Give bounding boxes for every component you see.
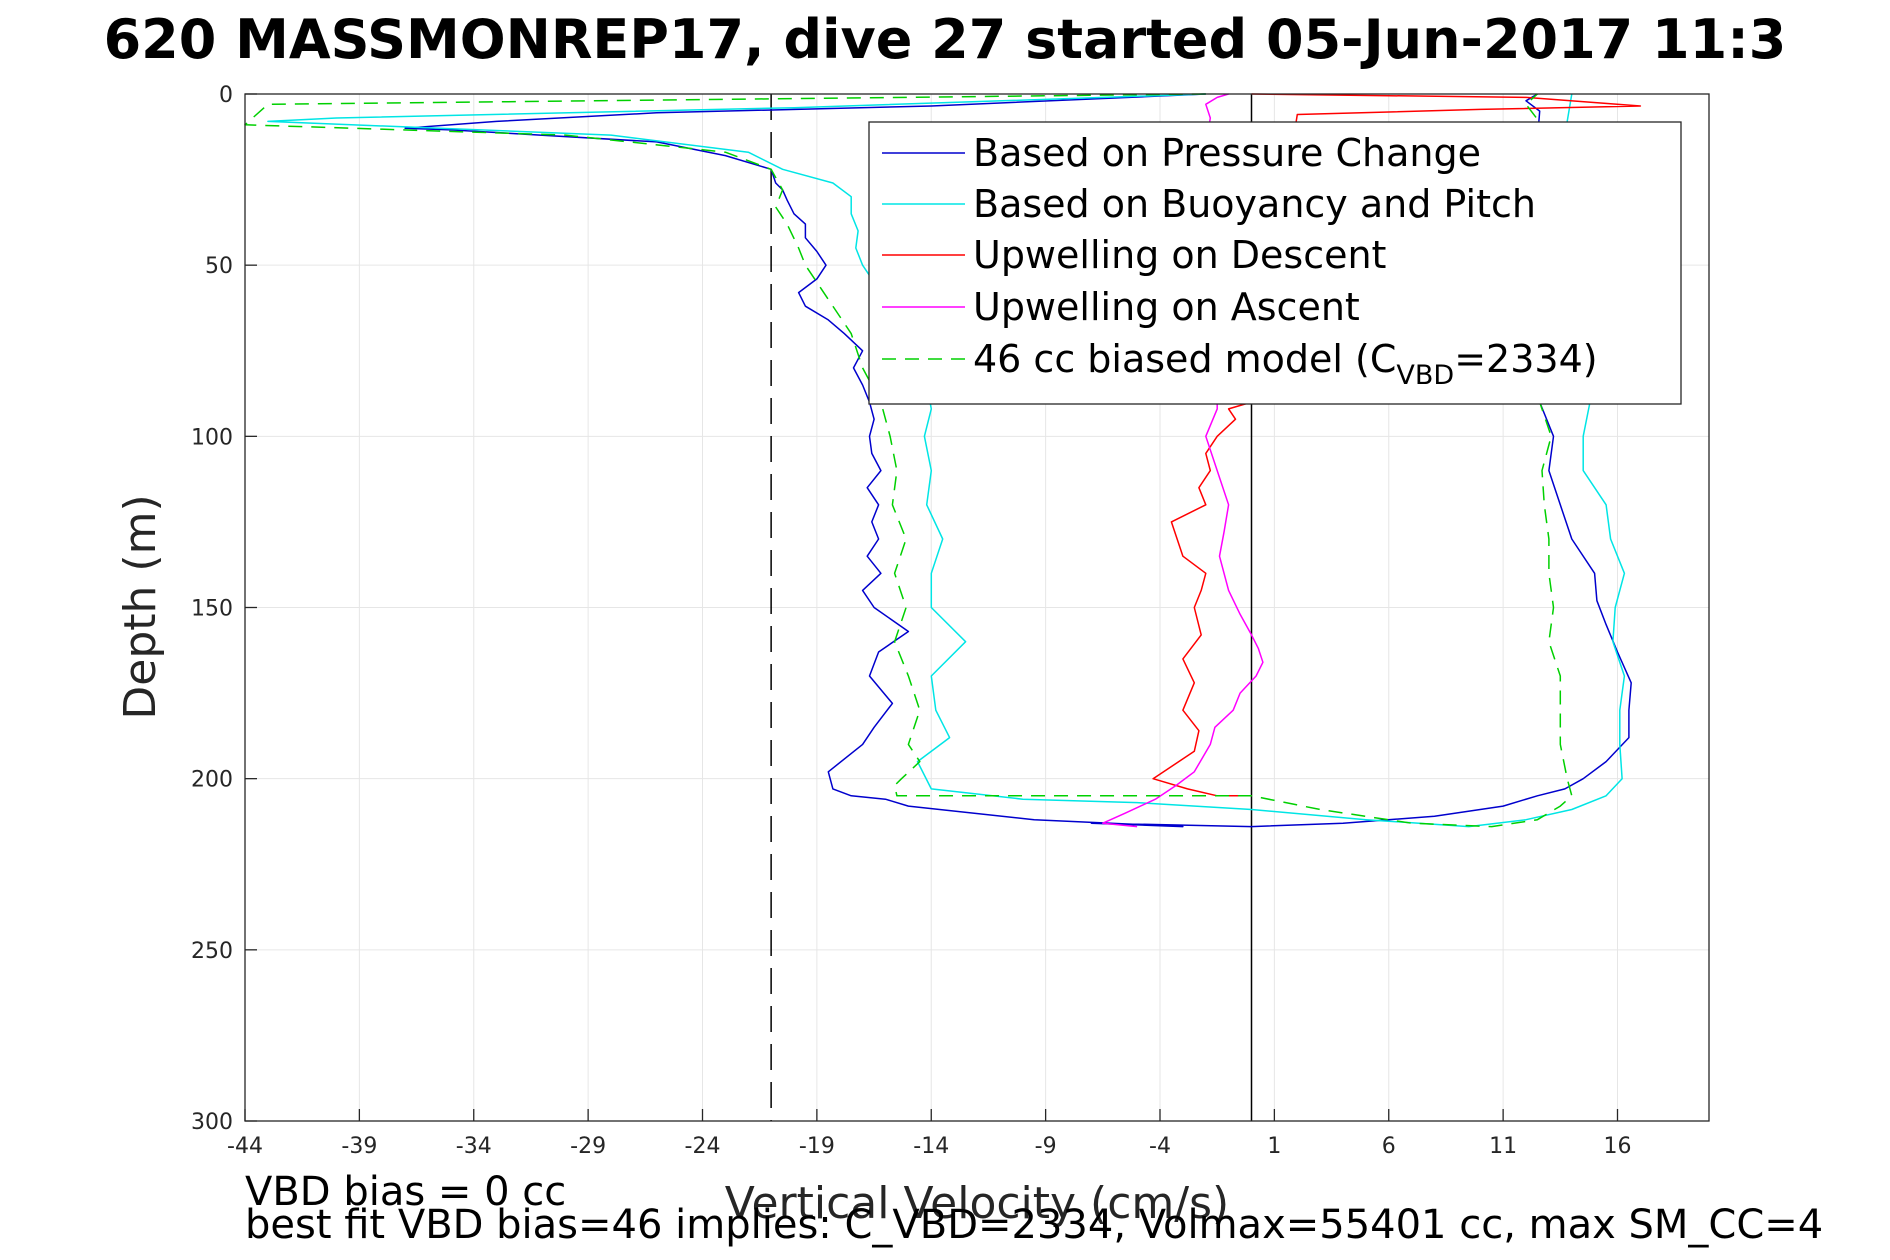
footer-vbd-bias: VBD bias = 0 cc: [245, 1169, 566, 1215]
legend-label-upwelling-descent: Upwelling on Descent: [973, 233, 1386, 277]
y-tick-label: 250: [191, 939, 233, 964]
series-line-46-cc-biased-model-c-vbd-2334: [244, 93, 1573, 828]
x-tick-label: -34: [456, 1134, 492, 1159]
footer-best-fit: best fit VBD bias=46 implies: C_VBD=2334…: [245, 1202, 1823, 1248]
legend-box: [868, 121, 1682, 405]
x-tick-label: -4: [1149, 1134, 1171, 1159]
x-tick-label: -44: [227, 1134, 263, 1159]
legend: Based on Pressure Change Based on Buoyan…: [868, 121, 1682, 405]
chart-title: 620 MASSMONREP17, dive 27 started 05-Jun…: [104, 8, 1787, 71]
y-tick-label: 300: [191, 1110, 233, 1135]
y-axis-label: Depth (m): [115, 494, 166, 719]
axis-ticks: -44 -39 -34 -29 -24 -19 -14 -9 -4 1 6 11 16050100150…: [191, 83, 1632, 1159]
x-tick-label: -14: [913, 1134, 949, 1159]
series-lines: [244, 93, 1642, 828]
x-tick-label: -19: [799, 1134, 835, 1159]
x-tick-label: 1: [1267, 1134, 1281, 1159]
x-tick-label: -39: [341, 1134, 377, 1159]
x-tick-label: 16: [1604, 1134, 1632, 1159]
series-line-based-on-pressure-change: [404, 93, 1632, 828]
legend-label-pressure-change: Based on Pressure Change: [973, 131, 1481, 175]
y-tick-label: 150: [191, 597, 233, 622]
y-tick-label: 50: [205, 254, 233, 279]
series-line-based-on-buoyancy-and-pitch: [267, 93, 1626, 828]
x-tick-label: -29: [570, 1134, 606, 1159]
series-line-upwelling-on-descent: [1152, 93, 1642, 797]
y-tick-label: 0: [219, 83, 233, 108]
x-tick-label: 6: [1382, 1134, 1396, 1159]
legend-label-upwelling-ascent: Upwelling on Ascent: [973, 285, 1360, 329]
x-axis-label: Vertical Velocity (cm/s): [725, 1178, 1229, 1229]
legend-label-buoyancy-pitch: Based on Buoyancy and Pitch: [973, 182, 1536, 226]
x-tick-label: 11: [1489, 1134, 1517, 1159]
x-tick-label: -24: [685, 1134, 721, 1159]
legend-label-biased-model: 46 cc biased model (CVBD=2334): [973, 337, 1598, 391]
y-tick-label: 100: [191, 425, 233, 450]
y-tick-label: 200: [191, 768, 233, 793]
x-tick-label: -9: [1035, 1134, 1057, 1159]
